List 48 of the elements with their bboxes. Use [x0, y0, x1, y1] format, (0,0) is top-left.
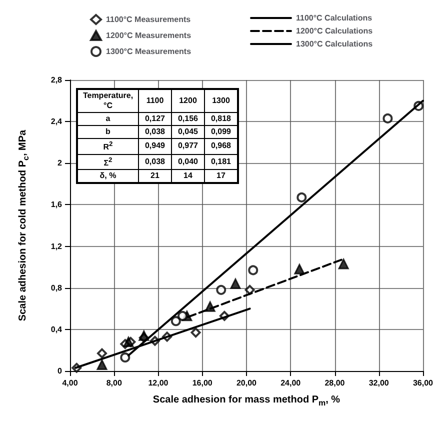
legend-label: 1300°C Calculations	[296, 40, 374, 48]
annotation: 21	[138, 170, 172, 184]
annotation: 0,038	[138, 126, 172, 138]
annotation: 0,181	[204, 154, 238, 170]
legend-label: 1100°C Measurements	[106, 15, 192, 24]
y-tick-label: 0,4	[50, 324, 63, 334]
annotation: 0,156	[172, 112, 204, 126]
annotation: 17	[204, 170, 238, 184]
y-tick-label: 1,6	[50, 200, 63, 210]
annotation: 0,127	[138, 112, 172, 126]
annotation: 0,818	[204, 112, 238, 126]
annotation: 0,977	[172, 138, 204, 154]
annotation: 1300	[204, 89, 238, 112]
annotation: 0,099	[204, 126, 238, 138]
x-tick-label: 32,00	[368, 378, 390, 388]
annotation: 1200	[172, 89, 204, 112]
y-tick-label: 2,4	[50, 117, 63, 126]
legend-label: 1200°C Calculations	[296, 26, 374, 36]
x-tick-label: 16,00	[192, 378, 213, 388]
annotation: Temperature, °C	[77, 89, 138, 112]
legend-label: 1200°C Measurements	[106, 31, 192, 40]
legend-label: 1300°C Measurements	[106, 47, 192, 56]
annotation: 0,949	[138, 138, 172, 154]
annotation: 14	[172, 170, 204, 184]
y-tick-label: 0,8	[50, 283, 63, 292]
y-axis-title: Scale adhesion for cold method Pc, MPa	[18, 129, 30, 322]
x-tick-label: 4,00	[62, 378, 78, 388]
annotation: 0,040	[172, 154, 204, 170]
x-tick-label: 8,00	[106, 378, 122, 388]
annotation: Σ$^{2}$	[77, 154, 138, 170]
annotation: b	[77, 126, 138, 138]
y-tick-label: 0	[58, 366, 63, 376]
y-tick-label: 2,8	[50, 76, 63, 84]
y-tick-label: 2	[58, 158, 63, 168]
legend-label: 1100°C Calculations	[296, 14, 373, 22]
x-tick-label: 12,00	[148, 378, 169, 388]
annotation: R$^{2}$	[77, 138, 138, 154]
x-tick-label: 36,00	[412, 378, 434, 388]
y-tick-label: 1,2	[50, 242, 63, 251]
x-tick-label: 28,00	[324, 378, 346, 388]
annotation: 0,038	[138, 154, 172, 170]
annotation: a	[77, 112, 138, 126]
annotation: 0,968	[204, 138, 238, 154]
x-tick-label: 20,00	[236, 378, 258, 388]
annotation: 1100	[138, 89, 172, 112]
annotation: δ, %	[77, 170, 138, 184]
annotation: 0,045	[172, 126, 204, 138]
x-tick-label: 24,00	[280, 378, 302, 388]
